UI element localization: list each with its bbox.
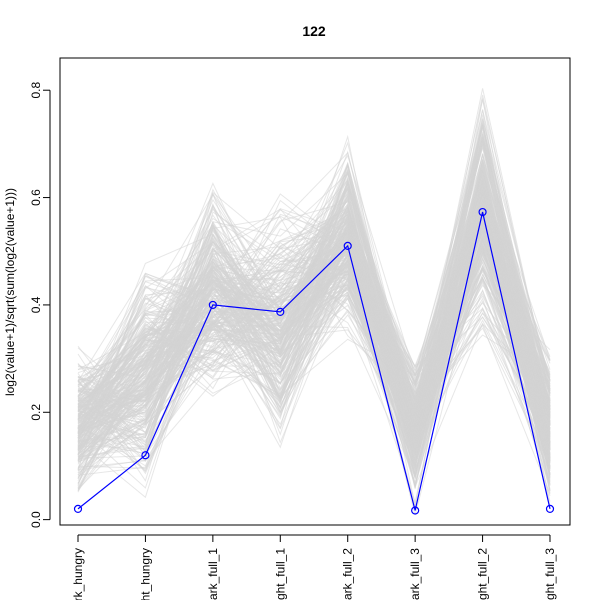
- chart-title: 122: [302, 23, 326, 39]
- background-profile-line: [77, 203, 551, 475]
- background-profile-line: [77, 222, 551, 440]
- background-profile-line: [77, 186, 551, 451]
- plot-frame: [59, 57, 571, 526]
- series-line: [77, 211, 551, 511]
- background-profile-line: [77, 185, 551, 491]
- background-profile-line: [77, 211, 551, 474]
- y-tick-label: 0.8: [29, 82, 43, 99]
- x-axis: dark_hungry light_hungry dark_full_1 light_…: [71, 534, 557, 600]
- background-profile-line: [77, 202, 551, 479]
- data-point-light_full_3: [545, 504, 555, 513]
- y-tick-label: 0.4: [29, 296, 43, 313]
- background-profile-line: [77, 236, 551, 457]
- background-profile-line: [77, 200, 551, 468]
- background-profile-line: [77, 126, 551, 461]
- y-tick-label: 0.2: [29, 404, 43, 421]
- data-point-dark_hungry: [73, 504, 83, 513]
- series-group: [73, 207, 555, 515]
- data-point-light_full_1: [276, 307, 285, 316]
- x-tick-label-light_full_2: light_full_2: [476, 548, 490, 600]
- x-tick-label-dark_full_3: dark_full_3: [408, 548, 422, 600]
- data-point-dark_full_2: [343, 241, 352, 250]
- x-tick-label-dark_full_1: dark_full_1: [206, 548, 220, 600]
- background-profile-line: [77, 243, 551, 453]
- data-point-dark_full_3: [411, 506, 420, 515]
- x-tick-label-light_full_1: light_full_1: [273, 548, 287, 600]
- data-point-dark_full_1: [208, 300, 217, 310]
- y-tick-label: 0.6: [29, 189, 43, 206]
- data-point-light_hungry: [141, 451, 150, 460]
- background-profile-line: [77, 231, 551, 434]
- background-profile-line: [77, 234, 551, 445]
- background-profile-lines: [77, 88, 551, 516]
- background-profile-line: [77, 220, 551, 468]
- x-tick-label-dark_full_2: dark_full_2: [341, 548, 355, 600]
- y-axis: 0.0 0.2 0.4 0.6 0.8: [29, 82, 51, 528]
- background-profile-line: [77, 202, 551, 461]
- background-profile-line: [77, 250, 551, 455]
- background-profile-line: [77, 138, 551, 443]
- background-profile-line: [77, 125, 551, 432]
- y-axis-title: log2(value+1)/sqrt(sum(log2(value+1))): [3, 188, 17, 396]
- y-tick-label: 0.0: [29, 511, 43, 528]
- x-tick-label-light_full_3: light_full_3: [543, 548, 557, 600]
- x-tick-label-dark_hungry: dark_hungry: [71, 548, 85, 600]
- background-profile-line: [77, 94, 551, 429]
- x-tick-label-light_hungry: light_hungry: [138, 548, 152, 600]
- data-point-light_full_2: [478, 207, 487, 217]
